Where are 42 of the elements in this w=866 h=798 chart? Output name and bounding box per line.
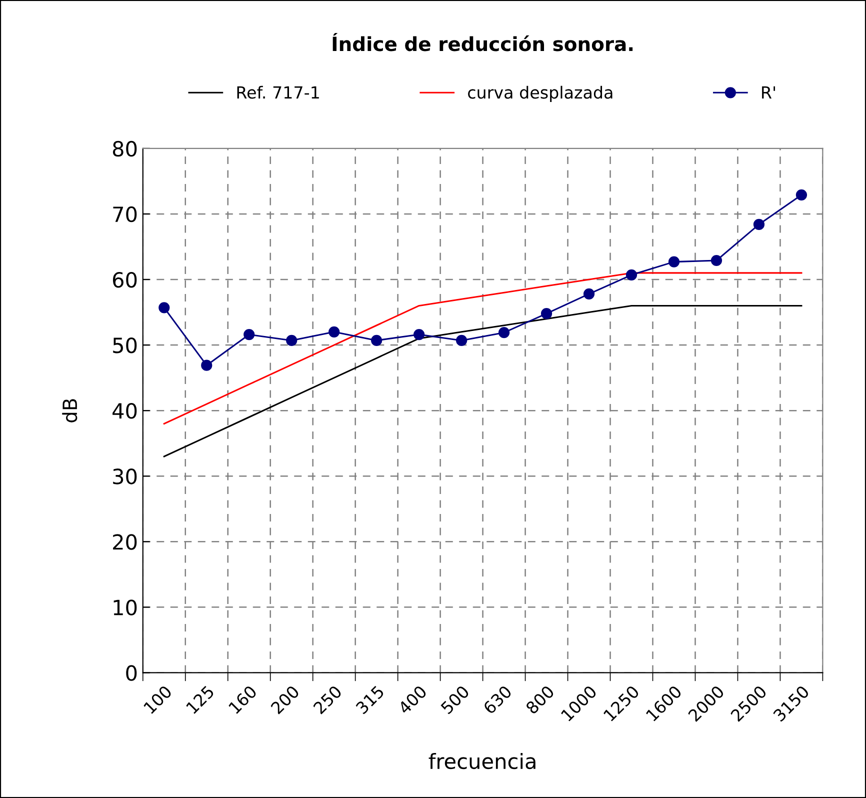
point (753, 218, 765, 230)
legend-label: Ref. 717-1 (237, 86, 319, 99)
point (540, 308, 552, 320)
y-tick-label: 80 (112, 140, 137, 157)
point (456, 334, 468, 346)
y-tick-label: 50 (113, 337, 137, 354)
x-tick-label: 400 (397, 684, 428, 715)
chart-title: Índice de reducción sonora. (332, 32, 633, 52)
y-tick-label: 10 (114, 600, 137, 616)
x-tick-label: 200 (270, 684, 300, 715)
y-tick-label: 70 (113, 206, 137, 222)
y-tick-label: 0 (126, 665, 137, 681)
x-axis-title: frecuencia (428, 753, 536, 770)
x-tick-label: 800 (525, 684, 555, 715)
point (371, 334, 382, 346)
point (328, 326, 340, 338)
point (244, 328, 255, 340)
x-tick-label: 125 (186, 685, 215, 714)
legend-label: curva desplazada (468, 86, 612, 102)
x-tick-label: 160 (228, 684, 258, 714)
x-tick-label: 100 (143, 684, 172, 714)
legend-label: R' (762, 86, 775, 99)
point (414, 328, 425, 340)
point (498, 327, 510, 338)
y-tick-label: 20 (113, 534, 137, 550)
y-tick-label: 40 (112, 403, 137, 419)
x-tick-label: 500 (440, 684, 470, 715)
x-tick-label: 315 (355, 685, 385, 715)
point (158, 302, 170, 314)
x-tick-label: 630 (482, 684, 512, 715)
point (201, 360, 212, 371)
point (796, 189, 808, 201)
point (286, 334, 298, 346)
point (626, 269, 638, 280)
y-tick-label: 30 (113, 468, 137, 484)
x-tick-label: 250 (312, 684, 342, 715)
line-series (163, 304, 802, 458)
point (583, 288, 595, 300)
point (668, 256, 680, 268)
point (710, 254, 722, 266)
y-tick-label: 60 (112, 272, 137, 288)
y-axis-title: dB (62, 399, 78, 422)
